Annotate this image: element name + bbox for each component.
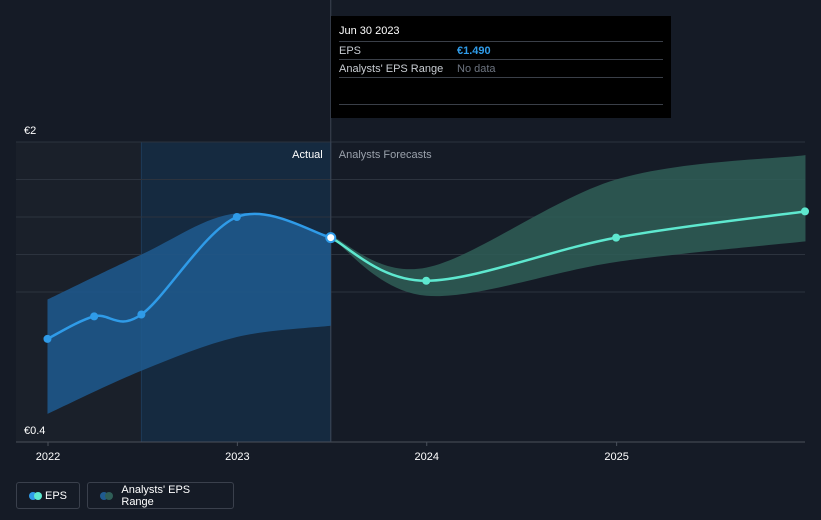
actual-eps-range-band [47, 212, 331, 414]
x-tick-label: 2022 [36, 451, 60, 463]
tooltip-date: Jun 30 2023 [339, 25, 400, 37]
eps-current-point [325, 232, 337, 244]
legend-eps-button[interactable]: EPS [16, 482, 80, 509]
forecast-region-label: Analysts Forecasts [339, 149, 432, 161]
legend-eps-label: EPS [44, 489, 67, 502]
eps-actual-point [43, 334, 52, 343]
y-tick-label: €2 [24, 125, 36, 137]
eps-actual-point [232, 213, 241, 221]
tooltip: Jun 30 2023 EPS €1.490 Analysts' EPS Ran… [331, 16, 671, 118]
series-points [43, 207, 809, 343]
eps-actual-point [137, 310, 146, 319]
range-legend-icon [100, 491, 113, 500]
tooltip-eps-row: EPS €1.490 [339, 41, 663, 59]
x-tick-label: 2024 [414, 451, 438, 463]
x-tick-label: 2023 [225, 451, 249, 463]
eps-legend-icon [29, 491, 42, 500]
eps-forecast-line [330, 210, 806, 283]
y-tick-label: €0.4 [24, 425, 45, 437]
eps-forecast-point [612, 233, 621, 242]
series-lines [46, 210, 806, 341]
actual-region-label: Actual [292, 149, 323, 161]
range-bands [47, 155, 806, 414]
tooltip-range-label: Analysts' EPS Range [339, 62, 444, 75]
x-tick-label: 2025 [604, 451, 628, 463]
legend-range-button[interactable]: Analysts' EPS Range [87, 482, 234, 509]
tooltip-eps-value: €1.490 [457, 44, 491, 57]
legend-range-label: Analysts' EPS Range [121, 483, 191, 508]
tooltip-range-value: No data [457, 62, 496, 75]
tooltip-range-row: Analysts' EPS Range No data [339, 59, 663, 78]
eps-actual-point [90, 312, 99, 321]
tooltip-divider [339, 78, 663, 105]
eps-forecast-point [801, 207, 809, 216]
eps-forecast-point [422, 276, 431, 285]
axis-labels: €2 €0.4 2022 2023 2024 2025 [24, 125, 629, 463]
tooltip-eps-label: EPS [339, 44, 362, 57]
eps-actual-line [46, 212, 332, 341]
region-labels: Actual Analysts Forecasts [292, 149, 432, 161]
forecast-eps-range-band [330, 155, 806, 297]
